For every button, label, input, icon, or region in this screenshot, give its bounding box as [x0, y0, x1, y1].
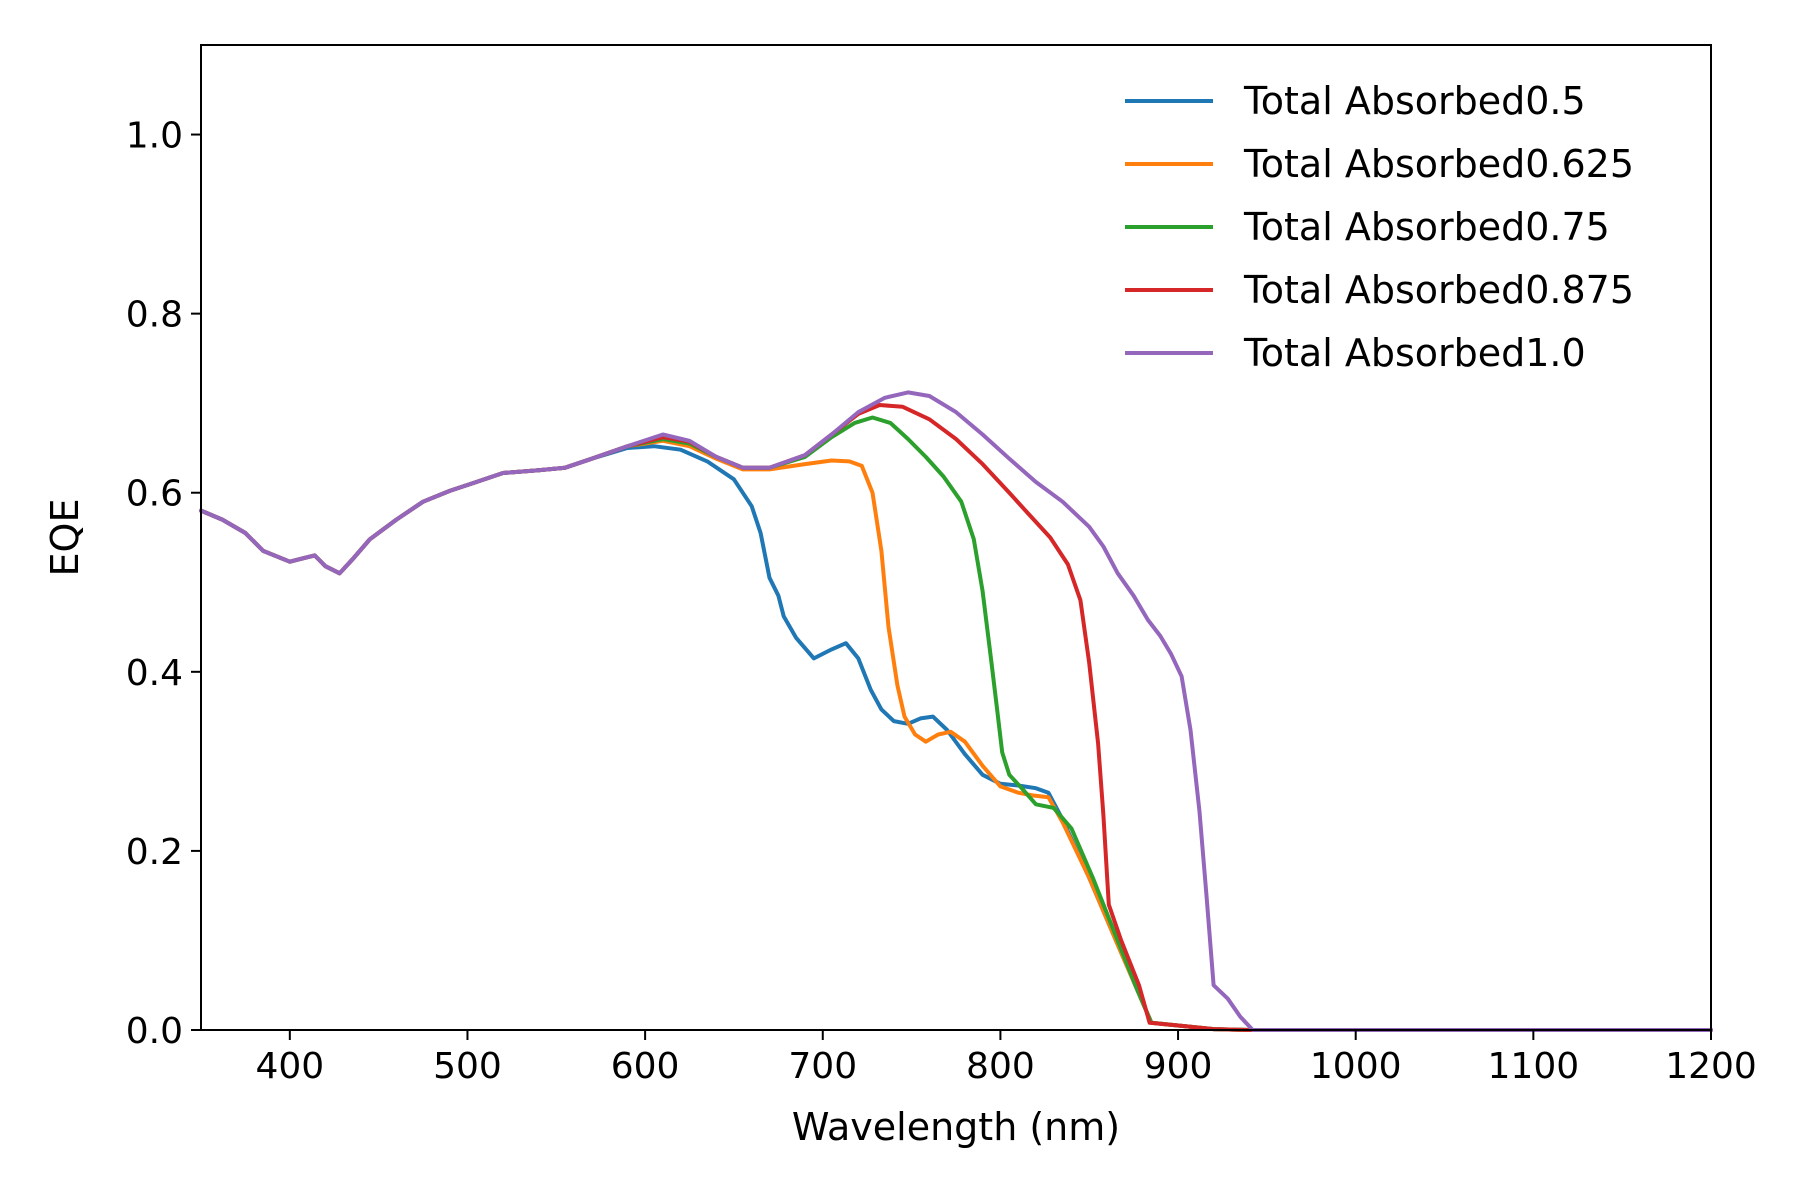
plot-frame — [200, 44, 1712, 1031]
legend-label-3: Total Absorbed0.875 — [1243, 268, 1634, 312]
x-tick-label: 600 — [611, 1046, 680, 1087]
legend-label-1: Total Absorbed0.625 — [1243, 142, 1634, 186]
x-tick-label: 1200 — [1665, 1046, 1757, 1087]
x-tick-label: 1000 — [1310, 1046, 1402, 1087]
x-tick-label: 400 — [255, 1046, 324, 1087]
y-tick-label: 0.8 — [126, 295, 183, 336]
y-tick-label: 0.0 — [126, 1011, 183, 1052]
legend-label-0: Total Absorbed0.5 — [1243, 79, 1586, 123]
x-tick-label: 900 — [1144, 1046, 1213, 1087]
x-tick-label: 1100 — [1488, 1046, 1580, 1087]
y-axis-ticks: 0.0 0.2 0.4 0.6 0.8 1.0 — [126, 116, 201, 1052]
x-axis-label: Wavelength (nm) — [792, 1105, 1120, 1149]
y-axis-label: EQE — [43, 499, 87, 577]
y-tick-label: 0.2 — [126, 832, 183, 873]
legend-label-4: Total Absorbed1.0 — [1243, 331, 1586, 375]
y-tick-label: 0.6 — [126, 474, 183, 515]
x-tick-label: 700 — [788, 1046, 857, 1087]
x-tick-label: 500 — [433, 1046, 502, 1087]
legend: Total Absorbed0.5 Total Absorbed0.625 Tota… — [1125, 79, 1634, 375]
series-layer — [199, 390, 1713, 1032]
legend-label-2: Total Absorbed0.75 — [1243, 205, 1610, 249]
x-axis-ticks: 400 500 600 700 800 900 1000 1100 1200 — [255, 1030, 1757, 1087]
y-tick-label: 1.0 — [126, 116, 183, 157]
series-line-4 — [199, 390, 1713, 1032]
x-tick-label: 800 — [966, 1046, 1035, 1087]
y-tick-label: 0.4 — [126, 653, 183, 694]
